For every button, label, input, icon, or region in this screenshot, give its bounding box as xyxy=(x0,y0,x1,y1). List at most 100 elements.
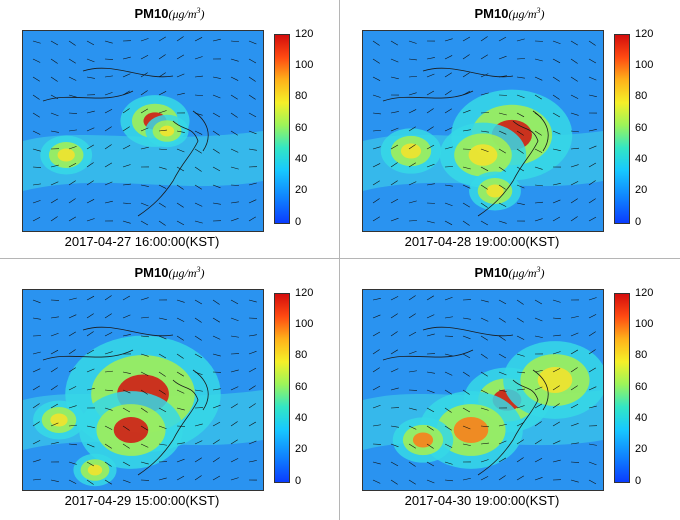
wind-vector xyxy=(230,201,239,204)
colorbar-tick-label: 40 xyxy=(635,412,648,424)
wind-vector xyxy=(248,460,257,463)
wind-vector xyxy=(534,457,543,463)
wind-vector xyxy=(426,314,435,319)
wind-vector xyxy=(426,163,435,168)
wind-vector xyxy=(248,216,256,222)
wind-vector xyxy=(32,478,41,481)
wind-vector xyxy=(50,130,59,133)
wind-vector xyxy=(534,94,542,100)
wind-vector xyxy=(534,421,542,427)
wind-vector xyxy=(212,421,221,427)
wind-vector xyxy=(104,162,113,168)
wind-vector xyxy=(534,130,542,136)
wind-vector xyxy=(534,317,543,322)
wind-vector xyxy=(158,389,166,395)
wind-vector xyxy=(176,475,185,481)
wind-vector xyxy=(230,421,238,427)
colorbar-tick-label: 80 xyxy=(295,349,308,361)
wind-vector xyxy=(248,367,257,373)
wind-vector xyxy=(122,108,130,114)
wind-vector xyxy=(212,353,221,357)
wind-vector xyxy=(534,112,542,118)
wind-vector xyxy=(588,443,597,446)
wind-vector xyxy=(372,314,381,319)
colorbar-tick-label: 80 xyxy=(295,90,308,102)
wind-vector xyxy=(194,317,202,323)
wind-vector xyxy=(498,184,506,190)
wind-vector xyxy=(122,220,131,224)
wind-vector xyxy=(588,349,596,355)
wind-vector xyxy=(570,130,579,133)
wind-vector xyxy=(68,314,77,319)
wind-vector xyxy=(372,424,381,427)
coastline xyxy=(382,326,549,476)
wind-vector xyxy=(158,202,166,208)
wind-vector xyxy=(462,54,470,60)
wind-vector xyxy=(194,112,203,116)
wind-vector xyxy=(176,148,185,153)
wind-vector xyxy=(194,335,202,341)
wind-vector xyxy=(570,76,578,82)
wind-vector xyxy=(570,181,579,186)
wind-vector xyxy=(122,56,131,60)
timestamp-label: 2017-04-29 15:00:00(KST) xyxy=(64,493,220,508)
wind-vector xyxy=(68,94,77,98)
map-panel-4: PM10(μg/m3) 120 100 80 60 40 20 0 2017-04-30 19:… xyxy=(340,259,679,517)
wind-vector xyxy=(212,76,221,79)
wind-vector xyxy=(372,198,380,204)
wind-vector xyxy=(426,90,435,96)
wind-vector xyxy=(68,216,77,222)
colorbar-tick-label: 20 xyxy=(635,443,648,455)
wind-vector xyxy=(176,353,184,359)
wind-vector xyxy=(194,371,203,376)
wind-vector xyxy=(122,461,131,467)
wind-vector xyxy=(390,387,399,391)
wind-vector xyxy=(498,457,507,463)
pm10-hotspot xyxy=(87,464,103,476)
wind-vector xyxy=(158,353,167,359)
wind-vector xyxy=(122,479,131,484)
pm10-map xyxy=(22,30,264,232)
wind-vector xyxy=(588,129,597,132)
wind-vector xyxy=(248,440,257,445)
wind-vector xyxy=(50,422,59,427)
wind-vector xyxy=(516,112,525,118)
wind-vector xyxy=(104,479,112,485)
wind-vector xyxy=(462,389,470,395)
wind-vector xyxy=(444,72,452,78)
colorbar-tick-label: 60 xyxy=(635,122,648,134)
wind-vector xyxy=(230,386,239,391)
wind-vector xyxy=(516,202,525,205)
wind-vector xyxy=(480,317,489,322)
pm10-hotspot xyxy=(468,144,498,166)
colorbar-tick-label: 40 xyxy=(635,153,648,165)
wind-vector xyxy=(230,403,238,409)
wind-vector xyxy=(390,313,398,319)
wind-vector xyxy=(372,461,381,465)
wind-vector xyxy=(534,335,543,338)
colorbar-tick-label: 80 xyxy=(635,90,648,102)
wind-vector xyxy=(570,332,579,337)
wind-vector xyxy=(158,443,167,446)
colorbar-tick-label: 0 xyxy=(295,216,302,228)
wind-vector xyxy=(390,58,399,63)
wind-vector xyxy=(462,353,471,359)
wind-vector xyxy=(230,335,239,338)
wind-vector xyxy=(104,40,113,44)
wind-vector xyxy=(534,58,543,62)
wind-vector xyxy=(426,479,435,484)
wind-vector xyxy=(32,368,41,373)
wind-vector xyxy=(50,479,59,482)
wind-vector xyxy=(552,299,561,303)
wind-vector xyxy=(230,148,239,153)
wind-vector xyxy=(140,127,149,132)
wind-vector xyxy=(408,461,416,467)
wind-vector xyxy=(50,349,59,355)
wind-vector xyxy=(534,76,543,81)
wind-vector xyxy=(408,181,417,186)
wind-vector xyxy=(212,335,221,340)
wind-vector xyxy=(212,475,221,481)
wind-vector xyxy=(86,40,95,46)
coastline xyxy=(42,67,209,217)
colorbar-tick-label: 0 xyxy=(295,475,302,487)
